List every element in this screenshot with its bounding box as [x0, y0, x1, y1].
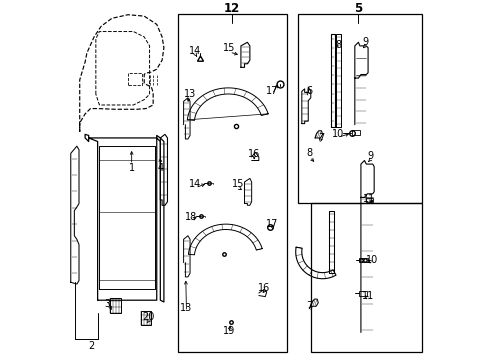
Text: 13: 13 [183, 89, 196, 99]
Text: 1: 1 [128, 163, 135, 174]
Text: 10: 10 [365, 255, 377, 265]
Bar [351, 130, 359, 135]
Text: 10: 10 [331, 129, 344, 139]
Text: 14: 14 [189, 180, 201, 189]
Bar [297, 14, 421, 203]
Bar [358, 257, 367, 262]
Text: 11: 11 [361, 291, 373, 301]
Text: 6: 6 [306, 86, 312, 96]
Text: 15: 15 [223, 43, 235, 53]
Bar [178, 14, 286, 352]
Text: 4: 4 [157, 163, 163, 174]
Text: 8: 8 [335, 40, 341, 50]
Text: 18: 18 [185, 212, 197, 222]
Bar [310, 203, 421, 352]
Text: 19: 19 [223, 326, 235, 336]
Text: 14: 14 [188, 45, 201, 55]
Bar [358, 291, 366, 296]
Text: 17: 17 [265, 219, 278, 229]
Bar [110, 298, 121, 313]
Text: 5: 5 [354, 3, 362, 15]
Text: 15: 15 [232, 180, 244, 189]
Text: 13: 13 [180, 303, 192, 314]
Text: 17: 17 [265, 86, 278, 96]
Text: 8: 8 [306, 148, 312, 158]
Text: 9: 9 [362, 37, 368, 47]
Text: 7: 7 [306, 301, 312, 311]
Text: 9: 9 [367, 151, 373, 161]
Text: 2: 2 [88, 341, 94, 351]
Bar [366, 198, 373, 202]
Text: 7: 7 [318, 133, 324, 143]
Text: 20: 20 [142, 312, 155, 322]
Text: 3: 3 [104, 299, 110, 309]
Text: 11: 11 [362, 194, 374, 204]
Text: 16: 16 [258, 283, 270, 293]
Bar [141, 311, 151, 325]
Text: 16: 16 [247, 149, 260, 159]
Text: 12: 12 [224, 3, 240, 15]
